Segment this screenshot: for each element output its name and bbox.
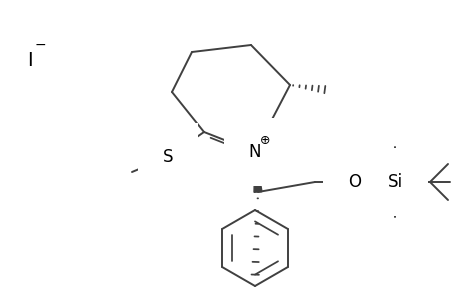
Text: −: −: [34, 38, 46, 52]
Text: O: O: [348, 173, 361, 191]
Text: S: S: [162, 148, 173, 166]
Text: I: I: [27, 50, 33, 70]
Text: ⊕: ⊕: [259, 134, 270, 146]
Polygon shape: [253, 152, 262, 192]
Text: N: N: [248, 143, 261, 161]
Text: Si: Si: [386, 173, 402, 191]
